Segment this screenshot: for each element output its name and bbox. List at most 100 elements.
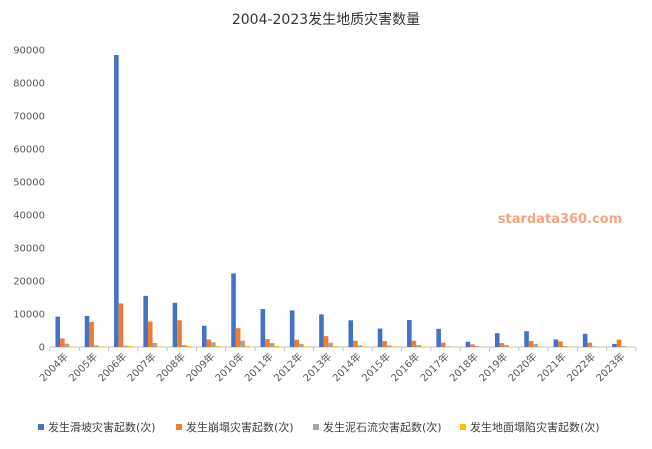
x-tick-label: 2023年	[593, 350, 627, 384]
bar-3	[299, 344, 304, 347]
bar-1	[612, 344, 617, 347]
x-tick-label: 2022年	[564, 350, 598, 384]
bar-4	[186, 346, 192, 347]
bar-1	[55, 316, 61, 347]
x-tick-label: 2009年	[183, 350, 217, 384]
bar-4	[98, 346, 104, 347]
y-tick-label: 60000	[13, 145, 45, 156]
bar-1	[524, 331, 529, 347]
bar-3	[592, 346, 597, 347]
x-tick-label: 2020年	[505, 350, 539, 384]
bar-2	[147, 321, 153, 347]
bar-2	[587, 342, 593, 347]
bar-2	[558, 341, 563, 347]
bar-3	[562, 346, 568, 347]
bar-2	[616, 339, 622, 347]
bar-1	[84, 315, 90, 347]
legend-swatch	[313, 424, 319, 430]
bar-3	[269, 343, 275, 347]
bar-4	[303, 346, 309, 347]
bar-4	[274, 346, 279, 347]
legend-label: 发生地面塌陷灾害起数(次)	[470, 420, 600, 434]
bar-3	[181, 345, 187, 347]
x-tick-label: 2008年	[154, 350, 188, 384]
bar-3	[357, 345, 363, 347]
bar-1	[582, 333, 588, 347]
x-tick-label: 2006年	[95, 350, 129, 384]
bar-1	[114, 54, 119, 347]
x-tick-label: 2017年	[417, 350, 451, 384]
bar-3	[504, 345, 509, 347]
y-tick-label: 10000	[13, 310, 45, 321]
bar-1	[319, 314, 324, 347]
bar-2	[440, 342, 446, 347]
bar-3	[64, 343, 70, 347]
bar-1	[201, 325, 207, 347]
y-tick-label: 30000	[13, 244, 45, 255]
bar-1	[348, 320, 354, 347]
bar-1	[553, 339, 559, 347]
bar-4	[362, 346, 367, 347]
chart-title: 2004-2023发生地质灾害数量	[232, 11, 420, 28]
bar-1	[465, 341, 471, 347]
x-tick-label: 2010年	[212, 350, 246, 384]
bar-2	[411, 340, 417, 347]
bar-3	[386, 345, 392, 347]
bar-3	[445, 346, 451, 347]
bar-2	[499, 343, 505, 347]
bar-2	[177, 320, 182, 347]
bar-3	[152, 343, 158, 347]
bar-3	[328, 342, 333, 347]
y-tick-label: 80000	[13, 79, 45, 90]
bar-1	[231, 273, 236, 347]
bars	[55, 54, 631, 347]
legend-label: 发生泥石流灾害起数(次)	[323, 420, 442, 434]
bar-2	[60, 338, 65, 347]
legend-swatch	[460, 424, 466, 430]
bar-2	[353, 340, 358, 347]
bar-1	[436, 328, 441, 347]
bar-2	[528, 341, 534, 347]
legend-swatch	[176, 424, 182, 430]
bar-3	[123, 345, 128, 347]
bar-1	[143, 295, 148, 347]
x-tick-label: 2014年	[330, 350, 364, 384]
bar-2	[235, 328, 241, 347]
x-tick-label: 2016年	[388, 350, 422, 384]
legend-swatch	[38, 424, 44, 430]
bar-3	[621, 346, 626, 347]
bar-3	[474, 346, 480, 347]
y-tick-label: 50000	[13, 178, 45, 189]
bar-3	[211, 342, 216, 347]
bar-1	[260, 309, 266, 347]
bar-3	[416, 345, 421, 347]
bar-4	[245, 345, 250, 347]
y-tick-label: 70000	[13, 112, 45, 123]
bar-1	[494, 333, 500, 347]
bar-4	[391, 346, 397, 347]
bar-1	[377, 328, 383, 347]
x-tick-label: 2011年	[242, 350, 276, 384]
bar-2	[118, 303, 124, 347]
y-tick-label: 0	[39, 343, 45, 354]
bar-4	[420, 346, 426, 347]
bar-3	[533, 344, 539, 347]
x-tick-label: 2004年	[37, 350, 71, 384]
bar-4	[332, 346, 338, 347]
x-tick-label: 2005年	[66, 350, 100, 384]
bar-1	[407, 319, 412, 347]
x-tick-label: 2018年	[447, 350, 481, 384]
bar-3	[240, 340, 246, 347]
y-tick-label: 40000	[13, 211, 45, 222]
bar-2	[470, 344, 475, 347]
x-tick-label: 2007年	[124, 350, 158, 384]
bar-4	[69, 346, 74, 347]
legend-label: 发生崩塌灾害起数(次)	[186, 420, 294, 434]
bar-1	[289, 310, 295, 347]
bar-4	[157, 346, 162, 347]
bar-2	[294, 339, 300, 347]
bar-2	[89, 321, 94, 347]
bar-4	[127, 346, 133, 347]
legend-label: 发生滑坡灾害起数(次)	[48, 420, 156, 434]
